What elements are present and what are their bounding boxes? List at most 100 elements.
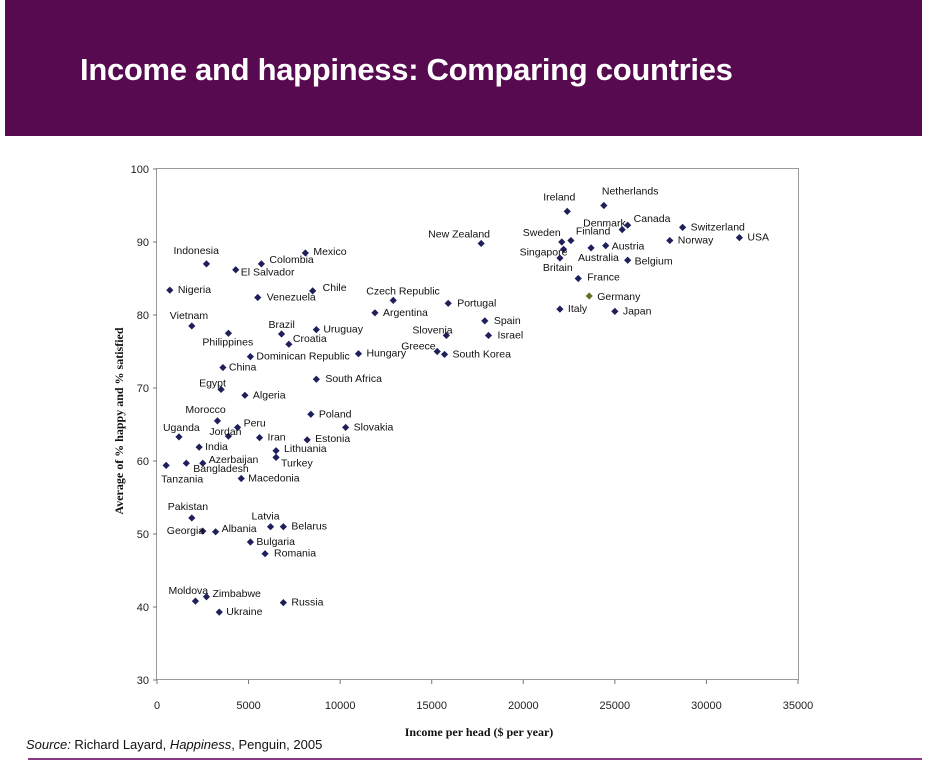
data-point-france bbox=[574, 274, 582, 283]
data-point-portugal bbox=[444, 299, 452, 307]
point-label: Tanzania bbox=[161, 473, 203, 485]
point-label: Slovenia bbox=[412, 324, 452, 336]
y-axis-label: Average of % happy and % satisfied bbox=[112, 327, 126, 514]
point-label: Germany bbox=[597, 291, 641, 303]
data-point-mexico bbox=[301, 249, 309, 257]
title-banner bbox=[5, 0, 922, 136]
data-point-belgium bbox=[624, 256, 632, 264]
point-label: Singapore bbox=[520, 246, 568, 258]
data-point-germany bbox=[585, 292, 593, 300]
data-point-russia bbox=[279, 599, 287, 607]
y-tick-label: 70 bbox=[137, 383, 149, 395]
point-label: Colombia bbox=[269, 254, 314, 266]
y-tick-label: 30 bbox=[137, 675, 149, 687]
data-point-belarus bbox=[279, 523, 287, 531]
source-citation: Source: Richard Layard, Happiness, Pengu… bbox=[26, 737, 322, 752]
data-point-sweden bbox=[558, 238, 566, 246]
data-points: Netherlands Ireland Denmark Canada Switzerla… bbox=[161, 186, 769, 619]
footer-rule bbox=[28, 758, 922, 760]
point-label: Russia bbox=[291, 597, 323, 609]
data-point-finland bbox=[567, 236, 575, 245]
point-label: Ukraine bbox=[226, 606, 262, 618]
point-label: Austria bbox=[612, 241, 645, 253]
point-label: China bbox=[229, 362, 257, 374]
slide-title: Income and happiness: Comparing countrie… bbox=[80, 52, 733, 87]
data-point-israel bbox=[484, 331, 493, 340]
y-tick-label: 100 bbox=[131, 164, 149, 176]
data-point-latvia bbox=[266, 523, 275, 531]
source-book: Happiness bbox=[169, 737, 232, 752]
data-point-jordan bbox=[224, 432, 233, 440]
point-label: Ireland bbox=[543, 191, 575, 203]
y-tick-label: 50 bbox=[137, 529, 149, 541]
data-point-greece bbox=[433, 347, 441, 356]
point-label: Switzerland bbox=[691, 221, 745, 233]
point-label: Belarus bbox=[291, 521, 327, 533]
x-axis-label: Income per head ($ per year) bbox=[405, 725, 554, 739]
data-point-canada bbox=[624, 221, 632, 229]
data-point-pakistan bbox=[188, 514, 196, 522]
data-point-britain bbox=[556, 254, 564, 262]
data-point-poland bbox=[307, 410, 315, 418]
data-point-chile bbox=[309, 287, 317, 295]
point-label: Romania bbox=[274, 548, 316, 560]
data-point-south-africa bbox=[312, 375, 320, 383]
data-point-macedonia bbox=[237, 474, 245, 483]
point-label: Italy bbox=[568, 303, 588, 315]
data-point-zimbabwe bbox=[202, 593, 211, 601]
x-tick-label: 30000 bbox=[691, 700, 722, 712]
x-tick-label: 0 bbox=[154, 700, 160, 712]
data-point-iran bbox=[255, 434, 264, 442]
point-label: Netherlands bbox=[602, 186, 659, 198]
point-label: Australia bbox=[578, 252, 619, 264]
data-point-south-korea bbox=[440, 350, 449, 359]
point-label: Finland bbox=[576, 226, 611, 238]
source-prefix: Source: bbox=[26, 737, 71, 752]
point-label: Jordan bbox=[209, 426, 241, 438]
point-label: USA bbox=[747, 232, 769, 244]
data-point-bangladesh bbox=[182, 459, 190, 467]
data-point-india bbox=[195, 443, 203, 451]
point-label: France bbox=[587, 272, 620, 284]
data-point-colombia bbox=[257, 260, 265, 268]
point-label: Croatia bbox=[293, 333, 327, 345]
plot-area-frame bbox=[156, 168, 799, 680]
data-point-norway bbox=[666, 236, 674, 245]
point-label: Britain bbox=[543, 262, 573, 274]
data-point-lithuania bbox=[272, 447, 280, 455]
data-point-philippines bbox=[224, 329, 233, 337]
y-tick-label: 40 bbox=[137, 602, 149, 614]
data-point-dominican-republic bbox=[246, 353, 255, 361]
point-label: Canada bbox=[634, 213, 671, 225]
data-point-japan bbox=[611, 307, 619, 315]
data-point-algeria bbox=[241, 391, 249, 399]
point-label: Azerbaijan bbox=[209, 454, 259, 466]
point-label: Zimbabwe bbox=[212, 588, 261, 600]
data-point-uganda bbox=[175, 433, 183, 441]
point-label: Indonesia bbox=[173, 245, 219, 257]
data-point-china bbox=[219, 363, 227, 372]
source-author: Richard Layard, bbox=[70, 737, 170, 752]
source-publisher: , Penguin, 2005 bbox=[231, 737, 323, 752]
point-label: Slovakia bbox=[354, 421, 394, 433]
data-point-slovakia bbox=[342, 423, 350, 432]
point-label: Czech Republic bbox=[366, 285, 440, 297]
point-label: South Africa bbox=[325, 373, 382, 385]
data-point-usa bbox=[735, 234, 743, 242]
data-point-indonesia bbox=[202, 260, 211, 268]
data-point-nigeria bbox=[166, 286, 174, 294]
x-tick-label: 20000 bbox=[508, 700, 539, 712]
data-point-netherlands bbox=[600, 201, 608, 210]
x-tick-label: 5000 bbox=[236, 700, 260, 712]
data-point-vietnam bbox=[188, 322, 196, 330]
point-label: Egypt bbox=[199, 377, 226, 389]
point-label: Algeria bbox=[253, 389, 286, 401]
data-point-turkey bbox=[272, 453, 280, 461]
point-label: Denmark bbox=[583, 218, 626, 230]
point-label: Hungary bbox=[366, 348, 406, 360]
point-label: Macedonia bbox=[248, 473, 300, 485]
point-label: Poland bbox=[319, 408, 352, 420]
data-point-hungary bbox=[354, 350, 363, 358]
y-tick-label: 60 bbox=[137, 456, 149, 468]
data-point-estonia bbox=[303, 436, 311, 444]
